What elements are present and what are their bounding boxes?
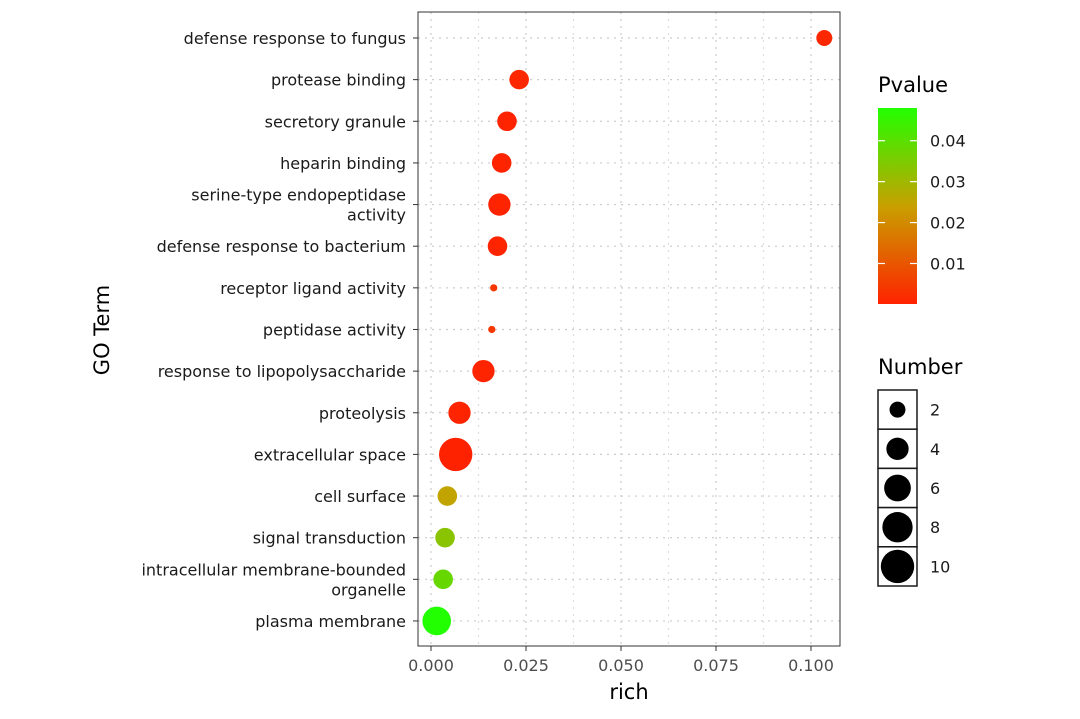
data-point (435, 527, 455, 548)
number-legend-keys: 2 4 6 8 10 (877, 389, 950, 587)
y-category-label: cell surface (314, 487, 406, 506)
x-tick-label: 0.025 (503, 656, 549, 675)
data-point (472, 359, 495, 383)
y-category-label: proteolysis (319, 404, 406, 423)
data-point (439, 437, 473, 472)
data-point (488, 193, 511, 216)
number-legend-title: Number (878, 355, 963, 379)
y-category-label: receptor ligand activity (220, 279, 406, 298)
number-legend: Number 2 4 6 8 10 (877, 355, 963, 587)
data-point (433, 569, 453, 590)
number-legend-label: 2 (930, 401, 940, 420)
number-legend-dot (880, 549, 915, 584)
number-legend-label: 4 (930, 440, 940, 459)
colorbar-tick-label: 0.01 (930, 254, 966, 273)
x-axis-ticks (430, 646, 812, 651)
data-point (437, 486, 458, 506)
y-category-label: peptidase activity (263, 320, 406, 339)
y-category-label: response to lipopolysaccharide (158, 362, 406, 381)
y-category-label: defense response to bacterium (157, 237, 406, 256)
y-category-label: intracellular membrane-bounded (141, 560, 406, 579)
data-points (422, 30, 833, 636)
number-legend-dot (886, 437, 909, 460)
y-category-label: defense response to fungus (184, 29, 406, 48)
colorbar-tick-label: 0.03 (930, 173, 966, 192)
y-category-label: extracellular space (254, 445, 406, 464)
pvalue-legend: Pvalue 0.01 0.02 0.03 0.04 (878, 73, 966, 304)
data-point (497, 111, 517, 132)
number-legend-dot (889, 401, 906, 418)
number-legend-label: 8 (930, 518, 940, 537)
data-point (448, 401, 471, 424)
pvalue-colorbar (878, 108, 917, 304)
number-legend-dot (882, 512, 913, 543)
y-axis-labels: defense response to fungus protease bindi… (141, 29, 406, 631)
y-axis-title: GO Term (90, 285, 114, 375)
pvalue-colorbar-ticks: 0.01 0.02 0.03 0.04 (878, 132, 966, 273)
x-tick-label: 0.050 (598, 656, 644, 675)
x-tick-label: 0.000 (408, 656, 454, 675)
data-point (491, 153, 512, 173)
y-category-label: activity (347, 206, 406, 225)
x-tick-label: 0.075 (693, 656, 739, 675)
pvalue-legend-title: Pvalue (878, 73, 948, 97)
number-legend-dot (884, 474, 911, 502)
y-category-label: signal transduction (253, 529, 406, 548)
number-legend-label: 10 (930, 557, 950, 576)
colorbar-tick-label: 0.02 (930, 214, 966, 233)
colorbar-tick-label: 0.04 (930, 132, 966, 151)
data-point (490, 284, 498, 292)
x-tick-label: 0.100 (788, 656, 834, 675)
data-point (509, 69, 529, 90)
data-point (487, 236, 508, 256)
y-category-label: protease binding (271, 71, 406, 90)
number-legend-label: 6 (930, 479, 940, 498)
y-axis-ticks (413, 37, 418, 622)
y-category-label: plasma membrane (255, 612, 406, 631)
data-point (422, 606, 452, 636)
x-axis-title: rich (609, 680, 648, 704)
y-category-label: heparin binding (280, 154, 406, 173)
grid-lines (418, 12, 840, 646)
y-category-label: secretory granule (265, 112, 406, 131)
y-category-label: serine-type endopeptidase (191, 186, 406, 205)
x-axis-labels: 0.000 0.025 0.050 0.075 0.100 (408, 656, 834, 675)
data-point (488, 325, 496, 334)
data-point (816, 30, 833, 46)
y-category-label: organelle (331, 580, 406, 599)
